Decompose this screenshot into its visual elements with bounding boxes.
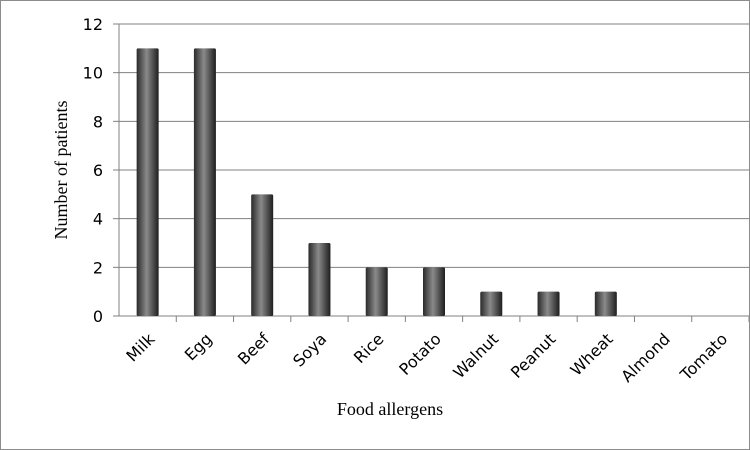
x-tick-label: Peanut [507, 329, 560, 382]
x-tick-label: Beef [234, 329, 273, 368]
x-tick-label: Egg [181, 329, 216, 364]
y-tick-label: 4 [93, 210, 103, 229]
bar-soya [308, 243, 331, 316]
y-tick-label: 12 [83, 15, 103, 34]
y-axis-title: Number of patients [51, 101, 71, 240]
x-tick-label: Wheat [567, 329, 617, 379]
bar-wheat [594, 291, 617, 316]
x-tick-label: Walnut [449, 329, 502, 382]
y-tick-label: 6 [93, 161, 103, 180]
bar-peanut [537, 291, 560, 316]
x-tick-label: Soya [289, 329, 330, 370]
x-tick-label: Milk [122, 329, 159, 366]
bars [136, 48, 617, 316]
bar-beef [251, 194, 274, 316]
bar-potato [423, 267, 445, 316]
y-tick-label: 0 [93, 307, 103, 326]
x-tick-label: Almond [617, 329, 674, 386]
gridlines [119, 23, 749, 268]
x-tick-labels: Milk Egg Beef Soya Rice Potato Walnut Peanut Whe… [122, 329, 731, 386]
y-tick-labels: 0 2 4 6 8 10 12 [83, 15, 103, 326]
x-tick-label: Rice [350, 329, 388, 367]
y-tick-label: 2 [93, 258, 103, 277]
y-tick-label: 8 [93, 112, 103, 131]
bar-milk [136, 48, 159, 316]
x-axis-title: Food allergens [337, 399, 443, 419]
y-tick-label: 10 [83, 64, 103, 83]
x-tick-label: Tomato [676, 329, 731, 384]
x-tick-label: Potato [395, 329, 445, 379]
bar-walnut [480, 291, 503, 316]
bar-egg [193, 48, 216, 316]
bar-rice [365, 267, 388, 316]
